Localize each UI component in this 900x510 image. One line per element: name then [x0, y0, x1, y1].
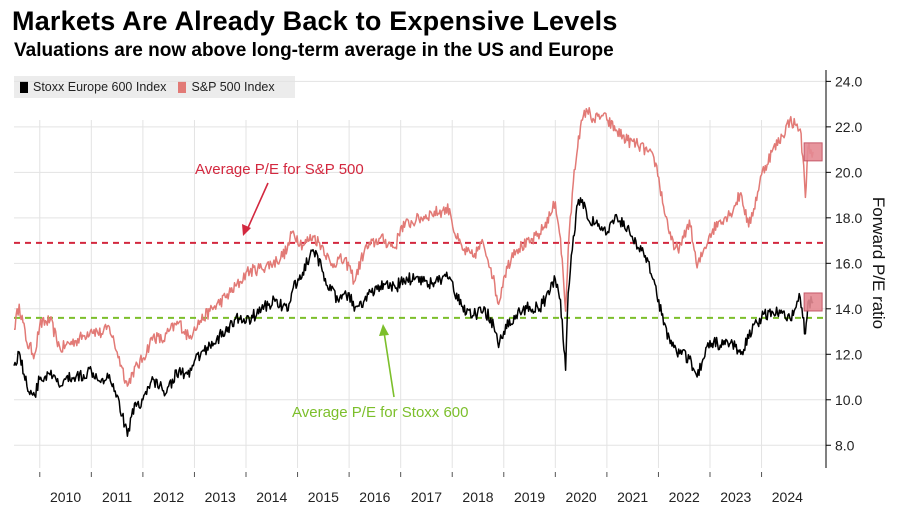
legend-swatch-stoxx	[20, 81, 28, 93]
arrowhead-sp500	[242, 224, 251, 236]
y-tick-label: 20.0	[835, 164, 862, 180]
y-tick-label: 16.0	[835, 255, 862, 271]
series-line-stoxx	[13, 197, 814, 437]
y-tick-label: 10.0	[835, 392, 862, 408]
y-axis: 8.0 10.0 12.0 14.0 16.0 18.0 20.0 22.0 24.0 Forwa…	[825, 70, 888, 468]
average-lines	[14, 241, 826, 319]
arrowhead-stoxx	[379, 324, 389, 336]
y-axis-label: Forward P/E ratio	[869, 197, 888, 329]
x-tick-label: 2017	[411, 489, 442, 505]
x-tick-label: 2013	[205, 489, 236, 505]
chart-subtitle: Valuations are now above long-term avera…	[14, 40, 614, 61]
legend-item-sp500: S&P 500 Index	[178, 80, 275, 94]
x-tick-label: 2015	[308, 489, 339, 505]
y-tick-label: 24.0	[835, 73, 862, 89]
gridlines	[14, 80, 826, 468]
y-tick-label: 18.0	[835, 210, 862, 226]
x-tick-label: 2010	[50, 489, 81, 505]
x-tick-label: 2021	[617, 489, 648, 505]
y-tick-label: 12.0	[835, 346, 862, 362]
annotation-sp500-average: Average P/E for S&P 500	[195, 161, 364, 178]
annotations: Average P/E for S&P 500 Average P/E for S…	[195, 161, 469, 421]
y-tick-label: 22.0	[835, 119, 862, 135]
y-tick-label: 14.0	[835, 301, 862, 317]
x-tick-label: 2012	[153, 489, 184, 505]
annotation-arrow-sp500	[246, 182, 269, 231]
series-lines	[13, 107, 823, 437]
x-tick-label: 2019	[514, 489, 545, 505]
series-line-sp500	[14, 107, 814, 387]
x-tick-label: 2011	[102, 489, 132, 505]
chart-title: Markets Are Already Back to Expensive Le…	[12, 6, 618, 36]
legend-label-stoxx: Stoxx Europe 600 Index	[33, 80, 167, 94]
annotation-stoxx-average: Average P/E for Stoxx 600	[292, 404, 469, 421]
legend-swatch-sp500	[178, 81, 187, 93]
x-tick-label: 2018	[462, 489, 493, 505]
annotation-arrow-stoxx	[383, 331, 395, 398]
x-axis: 2010 2011 2012 2013 2014 2015 2016 2017 2018 2019…	[39, 472, 803, 505]
y-tick-label: 8.0	[835, 437, 855, 453]
x-tick-label: 2014	[256, 489, 287, 505]
x-tick-label: 2016	[359, 489, 390, 505]
legend-item-stoxx: Stoxx Europe 600 Index	[20, 80, 166, 94]
x-tick-label: 2020	[566, 489, 597, 505]
x-tick-label: 2024	[772, 489, 803, 505]
end-marker-stoxx	[803, 292, 823, 312]
end-marker-sp500	[803, 142, 823, 162]
x-tick-label: 2022	[669, 489, 700, 505]
x-tick-label: 2023	[720, 489, 751, 505]
legend-label-sp500: S&P 500 Index	[191, 80, 275, 94]
